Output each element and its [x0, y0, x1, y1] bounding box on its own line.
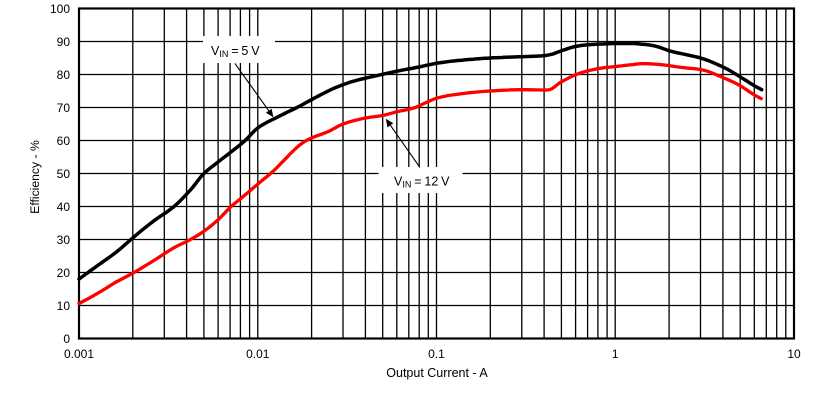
svg-text:90: 90 [57, 35, 71, 49]
svg-text:50: 50 [57, 167, 71, 181]
svg-text:Efficiency - %: Efficiency - % [28, 140, 42, 214]
svg-text:40: 40 [57, 200, 71, 214]
svg-text:100: 100 [50, 2, 70, 16]
svg-text:60: 60 [57, 134, 71, 148]
svg-text:0: 0 [63, 332, 70, 346]
svg-text:0.01: 0.01 [246, 347, 270, 361]
svg-text:10: 10 [57, 299, 71, 313]
svg-text:80: 80 [57, 68, 71, 82]
svg-text:0.1: 0.1 [428, 347, 445, 361]
svg-text:20: 20 [57, 266, 71, 280]
svg-text:Output Current - A: Output Current - A [386, 366, 488, 380]
svg-text:VIN = 5 V: VIN = 5 V [211, 44, 260, 59]
svg-text:70: 70 [57, 101, 71, 115]
svg-text:0.001: 0.001 [64, 347, 94, 361]
svg-text:30: 30 [57, 233, 71, 247]
svg-text:10: 10 [787, 347, 801, 361]
svg-text:1: 1 [612, 347, 619, 361]
